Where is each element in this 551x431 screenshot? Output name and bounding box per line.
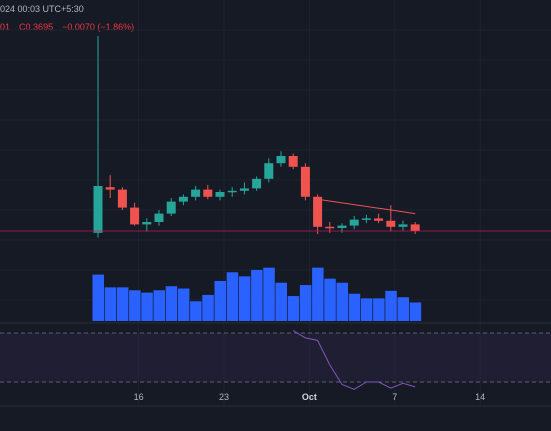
trendline: [317, 198, 416, 215]
volume-bar: [287, 296, 300, 321]
rsi-line: [292, 330, 416, 390]
candle-body: [374, 218, 384, 221]
volume-bar: [226, 272, 239, 321]
candle-body: [105, 187, 115, 190]
volume-bar: [275, 282, 287, 321]
volume-bars: [92, 267, 422, 321]
volume-bar: [214, 280, 226, 321]
volume-bar: [177, 288, 190, 321]
candle-body: [276, 156, 286, 164]
candle-body: [313, 196, 323, 227]
candle-body: [203, 189, 213, 197]
candle-body: [349, 219, 359, 226]
candle-body: [410, 224, 420, 231]
volume-bar: [299, 285, 312, 321]
candle-body: [227, 190, 237, 193]
volume-bar: [263, 267, 275, 321]
close-value: C0.3695: [19, 22, 54, 32]
x-tick-label: 16: [133, 392, 144, 402]
candle-body: [264, 163, 274, 179]
volume-bar: [385, 290, 397, 321]
x-tick-label: 23: [218, 392, 230, 402]
volume-bar: [324, 278, 336, 321]
volume-bar: [153, 290, 165, 321]
candle-body: [325, 226, 335, 229]
volume-bar: [336, 282, 348, 321]
candle-body: [154, 213, 164, 222]
candle-body: [337, 225, 347, 228]
series-prefix: 01: [0, 22, 11, 32]
volume-bar: [373, 298, 385, 321]
volume-bar: [202, 294, 214, 321]
volume-bar: [397, 297, 409, 321]
candle-body: [178, 196, 188, 202]
candle-body: [93, 186, 103, 233]
volume-bar: [92, 274, 104, 321]
volume-bar: [238, 276, 251, 321]
x-tick-label: 14: [475, 392, 486, 402]
candle-body: [300, 166, 310, 197]
change-value: −0.0070 (−1.86%): [62, 22, 135, 32]
rsi-band: [0, 333, 551, 382]
candles: [93, 36, 420, 238]
volume-bar: [116, 287, 129, 321]
candle-body: [386, 220, 396, 227]
x-tick-label: Oct: [301, 392, 317, 402]
grid-lines: [0, 0, 551, 406]
candle-body: [361, 218, 371, 220]
volume-bar: [165, 286, 178, 321]
volume-bar: [409, 302, 422, 321]
volume-bar: [141, 292, 153, 321]
volume-bar: [360, 298, 373, 321]
candle-body: [117, 189, 127, 208]
candle-body: [191, 189, 201, 197]
candle-body: [252, 178, 262, 189]
candle-body: [398, 224, 408, 227]
candle-body: [166, 201, 176, 214]
candle-body: [142, 222, 152, 225]
volume-bar: [312, 267, 324, 321]
candle-body: [239, 188, 249, 191]
candle-body: [288, 156, 298, 167]
candle-body: [130, 207, 140, 225]
candle-body: [215, 192, 225, 197]
volume-bar: [104, 287, 117, 321]
volume-bar: [348, 293, 361, 321]
volume-bar: [251, 269, 263, 321]
x-tick-label: 7: [392, 392, 398, 402]
volume-bar: [129, 290, 141, 321]
ohlc-legend: 01 C0.3695 −0.0070 (−1.86%): [0, 22, 134, 36]
volume-bar: [190, 301, 202, 321]
header-timestamp: 024 00:03 UTC+5:30: [0, 4, 84, 14]
